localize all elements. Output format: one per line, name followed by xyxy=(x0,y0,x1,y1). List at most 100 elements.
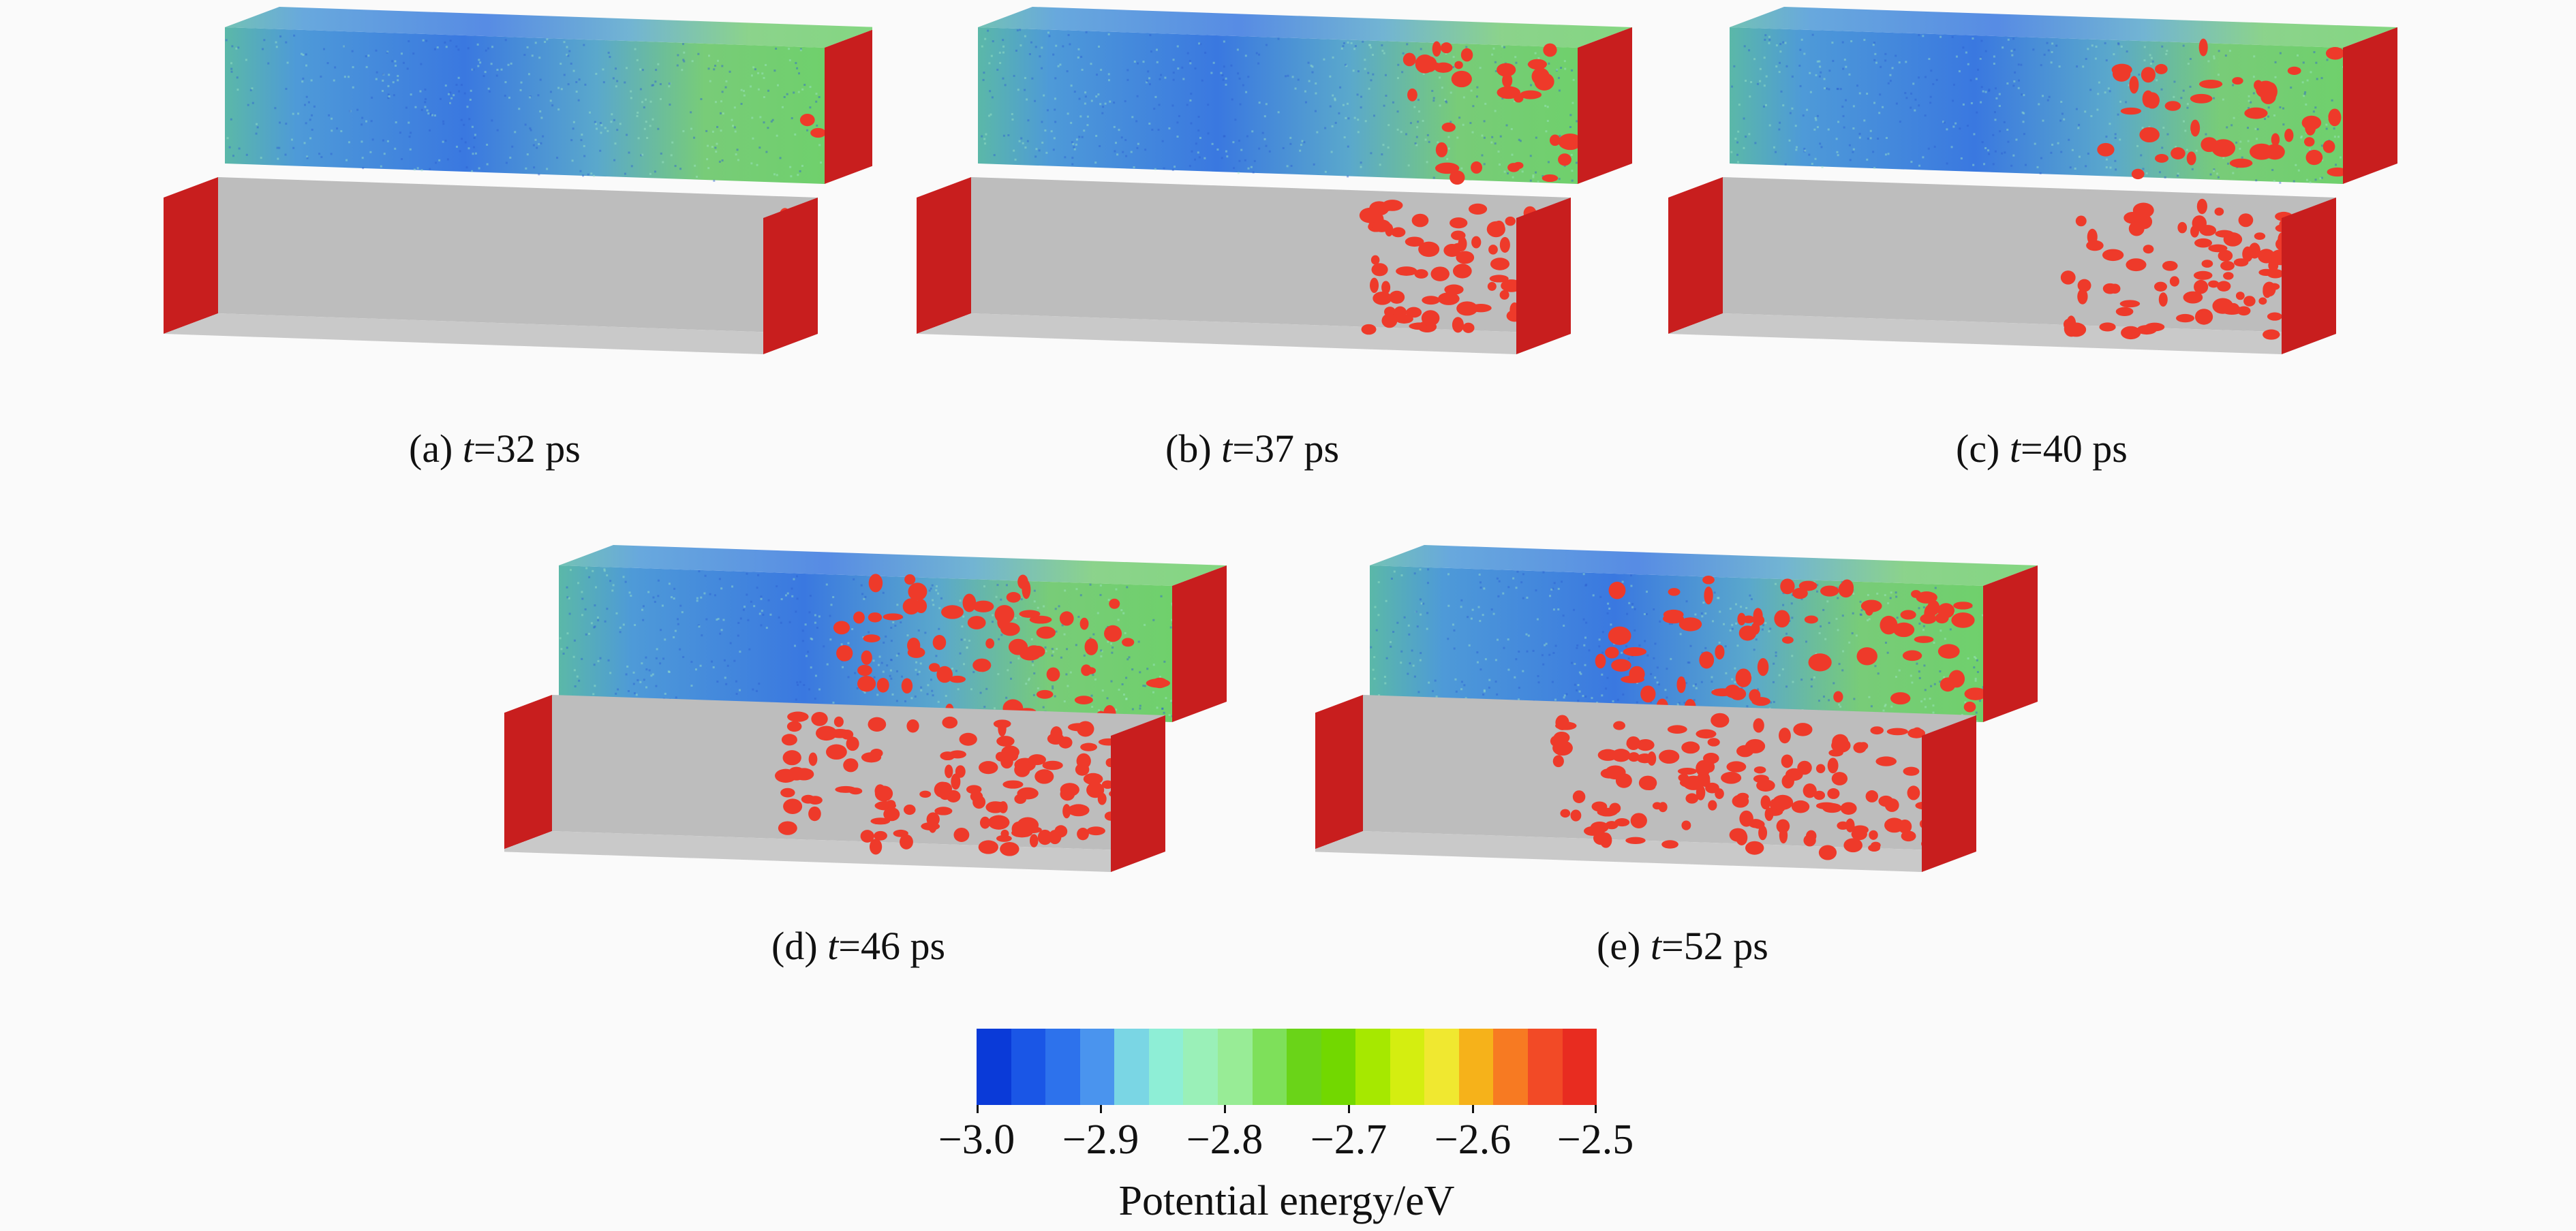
cluster-bottom xyxy=(1753,718,1764,733)
bottom-back-wall xyxy=(218,177,818,334)
cluster-bottom xyxy=(1471,236,1482,249)
panel-d-render xyxy=(504,545,1227,872)
cluster-bottom xyxy=(1489,275,1509,283)
cluster-top xyxy=(857,676,876,692)
colorbar-tick xyxy=(1100,1105,1102,1113)
cluster-bottom xyxy=(2102,249,2124,262)
cluster-top xyxy=(1608,581,1626,599)
cluster-top xyxy=(1623,647,1647,657)
cluster-bottom xyxy=(2176,313,2194,323)
cluster-bottom xyxy=(1499,290,1509,300)
bottom-floor xyxy=(1668,313,2336,354)
colorbar-title: Potential energy/eV xyxy=(1118,1178,1455,1224)
cluster-bottom xyxy=(945,764,953,779)
bottom-left-cap xyxy=(1668,177,1723,334)
cluster-top xyxy=(949,675,966,683)
cluster-top xyxy=(863,634,880,642)
cluster-bottom xyxy=(1062,804,1071,819)
cluster-top xyxy=(2164,101,2181,111)
cluster-bottom xyxy=(1843,838,1862,853)
panel-c-render xyxy=(1668,7,2397,354)
bottom-left-cap xyxy=(917,177,971,334)
cluster-bottom xyxy=(1409,322,1430,330)
colorbar: −3.0 −2.9 −2.8 −2.7 −2.6 −2.5 Potential … xyxy=(938,1029,1634,1226)
cluster-bottom xyxy=(886,800,896,809)
cluster-top xyxy=(2201,137,2218,153)
cluster-bottom xyxy=(1769,798,1779,811)
cluster-top xyxy=(1402,52,1416,67)
cluster-bottom xyxy=(1505,216,1516,226)
cluster-bottom xyxy=(860,830,874,843)
cluster-bottom xyxy=(1488,245,1498,255)
cluster-bottom xyxy=(1370,277,1379,294)
cluster-bottom xyxy=(846,736,859,751)
cluster-bottom xyxy=(1644,782,1656,790)
cluster-bottom xyxy=(1875,756,1897,766)
cluster-top xyxy=(2328,108,2342,127)
cluster-top xyxy=(836,645,853,661)
cluster-bottom xyxy=(921,822,940,830)
cluster-top xyxy=(1833,691,1843,703)
cluster-top xyxy=(1558,134,1582,151)
cluster-bottom xyxy=(1462,322,1475,333)
cluster-top xyxy=(2322,140,2335,153)
cluster-bottom xyxy=(1679,777,1699,788)
cluster-top xyxy=(1781,636,1794,644)
top-end-cap xyxy=(1578,27,1632,184)
bottom-left-cap xyxy=(1315,695,1363,850)
cluster-bottom xyxy=(2119,300,2141,308)
cluster-top xyxy=(2111,63,2132,76)
cluster-bottom xyxy=(1907,728,1926,738)
cluster-top xyxy=(1502,73,1513,88)
colorbar-swatch xyxy=(1114,1029,1149,1105)
cluster-top xyxy=(2198,38,2208,57)
cluster-top xyxy=(994,605,1015,624)
cluster-top xyxy=(1792,587,1808,599)
cluster-bottom xyxy=(1868,844,1881,852)
cluster-bottom xyxy=(1760,795,1771,810)
cluster-top xyxy=(1704,586,1713,605)
cluster-bottom xyxy=(1430,266,1450,281)
cluster-top xyxy=(1520,90,1542,99)
cluster-bottom xyxy=(1437,292,1460,305)
cluster-bottom xyxy=(2208,244,2228,253)
bottom-floor xyxy=(917,313,1571,354)
cluster-top xyxy=(1435,142,1448,157)
cluster-bottom xyxy=(1450,217,1468,229)
colorbar-swatch xyxy=(1252,1029,1287,1105)
cluster-top xyxy=(1951,612,1975,628)
cluster-bottom xyxy=(934,781,951,798)
cluster-bottom xyxy=(1711,713,1730,728)
cluster-top xyxy=(967,616,986,629)
cluster-bottom xyxy=(1886,728,1908,736)
cluster-top xyxy=(1109,598,1120,609)
cluster-top xyxy=(1914,636,1934,643)
cluster-bottom xyxy=(2233,258,2249,267)
cluster-bottom xyxy=(2214,207,2224,216)
cluster-top xyxy=(2305,119,2316,136)
panel-e xyxy=(1315,538,2038,906)
cluster-bottom xyxy=(808,752,818,766)
cluster-top xyxy=(2154,154,2169,163)
cluster-top xyxy=(1122,638,1135,647)
colorbar-tick-label: −3.0 xyxy=(938,1117,1015,1163)
cluster-bottom xyxy=(1640,740,1652,750)
cluster-bottom xyxy=(2158,292,2168,307)
cluster-bottom xyxy=(874,785,893,802)
cluster-bottom xyxy=(1406,307,1422,318)
cluster-top xyxy=(908,582,927,601)
cluster-top xyxy=(1663,609,1684,620)
cluster-top xyxy=(2250,143,2274,160)
cluster-bottom xyxy=(2201,260,2213,268)
cluster-top xyxy=(1046,667,1060,682)
cluster-bottom xyxy=(2238,213,2254,228)
colorbar-tick-label: −2.7 xyxy=(1310,1117,1387,1163)
cluster-bottom xyxy=(2136,325,2157,335)
cluster-bottom xyxy=(843,758,859,773)
cluster-top xyxy=(1751,622,1760,635)
cluster-top xyxy=(2190,119,2201,137)
cluster-bottom xyxy=(1630,813,1647,828)
cluster-top xyxy=(2120,107,2142,115)
cluster-bottom xyxy=(1418,241,1440,258)
cluster-bottom xyxy=(1490,258,1510,270)
